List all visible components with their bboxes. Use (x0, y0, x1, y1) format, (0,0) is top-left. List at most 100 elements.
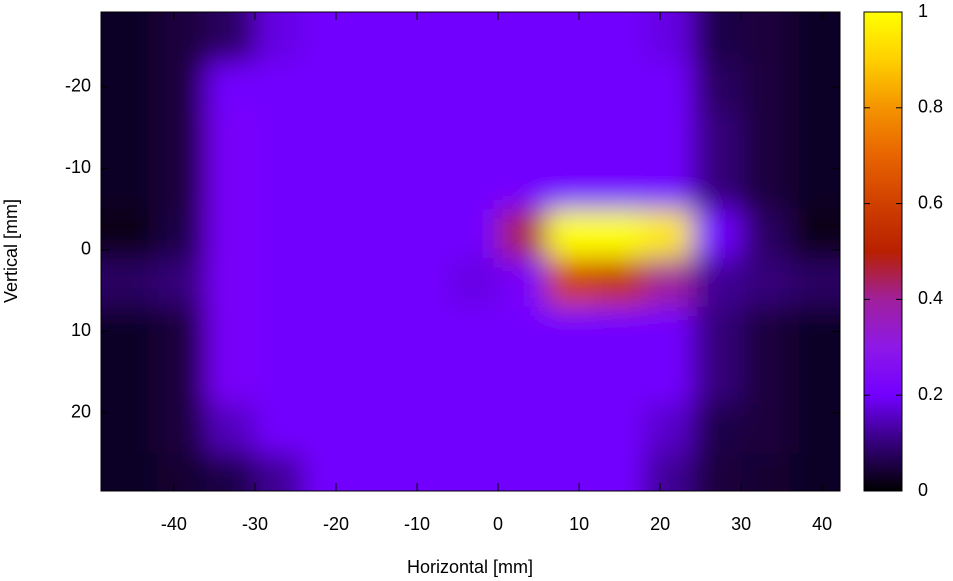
heatmap-cell (741, 209, 791, 259)
heatmap-cell (498, 404, 548, 455)
heatmap-cell (157, 404, 207, 455)
heatmap-cell (692, 12, 742, 64)
heatmap-cell (546, 453, 596, 491)
heatmap-cell (741, 258, 791, 308)
heatmap-cell (595, 62, 645, 112)
heatmap-cell (449, 258, 499, 308)
heatmap-cell (352, 111, 402, 161)
heatmap-cell (206, 258, 256, 308)
heatmap-cell (400, 12, 450, 64)
heatmap-cell (546, 209, 596, 259)
y-tick-label: 10 (71, 320, 91, 340)
heatmap-cell (352, 209, 402, 259)
heatmap-cell (400, 404, 450, 455)
heatmap-cell (692, 355, 742, 406)
heatmap-cell (157, 355, 207, 406)
heatmap-cell (400, 355, 450, 406)
heatmap-cell (206, 306, 256, 357)
heatmap-cell (254, 12, 305, 64)
heatmap-cell (741, 404, 791, 455)
x-tick-label: -20 (323, 514, 349, 534)
heatmap-cell (400, 209, 450, 259)
heatmap-cell (595, 355, 645, 406)
heatmap-cell (157, 62, 207, 112)
heatmap-cell (692, 209, 742, 259)
heatmap-cell (643, 306, 694, 357)
heatmap-cell (595, 111, 645, 161)
heatmap-cell (595, 258, 645, 308)
x-tick-label: 10 (569, 514, 589, 534)
heatmap-cell (352, 258, 402, 308)
heatmap-cell (643, 355, 694, 406)
heatmap-cell (546, 306, 596, 357)
colorbar-tick-label: 0.8 (918, 97, 943, 117)
heatmap-cell (449, 355, 499, 406)
heatmap-cell (498, 62, 548, 112)
heatmap-cell (254, 306, 305, 357)
heatmap-cell (157, 453, 207, 491)
heatmap-cell (303, 12, 353, 64)
heatmap-cell (595, 306, 645, 357)
x-tick-label: 20 (650, 514, 670, 534)
colorbar-tick-label: 0.4 (918, 288, 943, 308)
heatmap-cell (643, 209, 694, 259)
heatmap-cell (101, 160, 159, 210)
heatmap-cell (595, 404, 645, 455)
heatmap-cell (303, 160, 353, 210)
heatmap-cell (400, 453, 450, 491)
heatmap-cell (157, 258, 207, 308)
heatmap-cell (449, 209, 499, 259)
heatmap-cell (254, 258, 305, 308)
colorbar (863, 11, 903, 492)
heatmap-cell (789, 404, 840, 455)
heatmap-cell (449, 453, 499, 491)
heatmap-cell (789, 160, 840, 210)
heatmap-cell (741, 12, 791, 64)
heatmap-cell (352, 404, 402, 455)
heatmap-cell (206, 404, 256, 455)
heatmap-cell (741, 355, 791, 406)
heatmap-cell (692, 160, 742, 210)
heatmap-cell (157, 160, 207, 210)
x-tick-label: -10 (404, 514, 430, 534)
heatmap-cell (157, 209, 207, 259)
heatmap-cell (206, 62, 256, 112)
heatmap-cell (498, 12, 548, 64)
heatmap-cell (546, 355, 596, 406)
heatmap-cell (449, 306, 499, 357)
heatmap-cell (741, 62, 791, 112)
heatmap-cell (303, 111, 353, 161)
heatmap-cell (157, 306, 207, 357)
heatmap-cell (206, 355, 256, 406)
heatmap-cell (789, 209, 840, 259)
heatmap-cell (595, 12, 645, 64)
colorbar-tick-label: 0 (918, 480, 928, 500)
heatmap-cell (101, 62, 159, 112)
heatmap-cell (449, 160, 499, 210)
y-tick-label: 0 (81, 239, 91, 259)
heatmap-cell (741, 160, 791, 210)
x-tick-label: 0 (493, 514, 503, 534)
heatmap-cell (643, 453, 694, 491)
heatmap-cell (789, 355, 840, 406)
heatmap-cell (101, 453, 159, 491)
heatmap-cell (449, 62, 499, 112)
heatmap-cell (595, 209, 645, 259)
heatmap-cell (789, 306, 840, 357)
heatmap-cell (692, 306, 742, 357)
heatmap-cell (400, 111, 450, 161)
heatmap-cell (789, 62, 840, 112)
colorbar-tick-label: 0.6 (918, 192, 943, 212)
heatmap-cell (400, 62, 450, 112)
heatmap-cell (498, 306, 548, 357)
heatmap-cell (789, 453, 840, 491)
heatmap-cell (546, 160, 596, 210)
heatmap-cell (643, 404, 694, 455)
heatmap-cell (303, 62, 353, 112)
x-axis-label: Horizontal [mm] (407, 557, 533, 577)
heatmap-cell (157, 111, 207, 161)
heatmap-cell (303, 209, 353, 259)
heatmap-cell (498, 258, 548, 308)
heatmap-cell (595, 160, 645, 210)
